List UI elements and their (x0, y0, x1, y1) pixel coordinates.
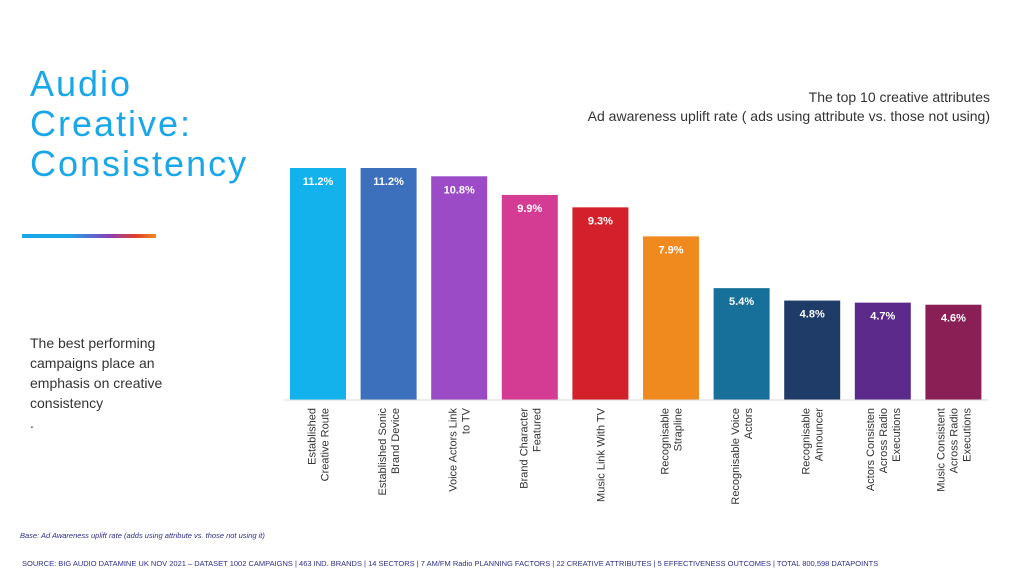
category-label-line: Strapline (673, 408, 685, 451)
chart-heading: The top 10 creative attributes Ad awaren… (588, 88, 990, 126)
category-label-line: Across Radio (948, 408, 960, 473)
category-label-line: Music Link With TV (595, 407, 607, 502)
data-label: 7.9% (658, 244, 683, 256)
category-label-line: Actors Consisten (865, 408, 877, 491)
base-note: Base: Ad Awareness uplift rate (adds usi… (20, 531, 265, 540)
body-text: The best performing campaigns place an e… (30, 333, 210, 433)
title-line: Consistency (30, 143, 249, 184)
category-label-line: Established (307, 408, 319, 465)
slide-title: Audio Creative: Consistency (30, 64, 290, 184)
data-label: 4.8% (800, 309, 825, 321)
category-label-line: Executions (961, 408, 973, 462)
bar (925, 304, 982, 400)
body-line: The best performing (30, 335, 156, 351)
category-label-line: Featured (531, 408, 543, 452)
bar (643, 236, 699, 400)
category-label-line: Recognisable Voice (730, 408, 742, 505)
data-label: 11.2% (303, 176, 334, 188)
chart-subtitle: Ad awareness uplift rate ( ads using att… (587, 108, 990, 124)
title-line: Creative: (30, 103, 193, 144)
bar (360, 168, 417, 400)
category-label-line: Creative Route (320, 408, 332, 481)
bar (784, 300, 841, 400)
data-label: 11.2% (373, 176, 404, 188)
body-line: . (30, 415, 34, 431)
category-label: Recognisable Announcer (801, 408, 826, 475)
category-label: Voice Actors Link to TV (448, 407, 473, 491)
category-label-line: Recognisable (801, 408, 813, 475)
body-line: campaigns place an (30, 355, 155, 371)
body-line: consistency (30, 395, 104, 411)
data-label: 9.9% (517, 203, 542, 215)
category-label-line: Announcer (814, 408, 826, 462)
category-label: Music Link With TV (595, 407, 607, 502)
accent-divider (22, 234, 156, 238)
bar (572, 207, 629, 400)
category-label: Recognisable Strapline (660, 408, 685, 475)
category-label-line: Established Sonic (377, 408, 389, 496)
category-label: Established Sonic Brand Device (377, 408, 402, 496)
data-label: 5.4% (729, 296, 754, 308)
bar (431, 176, 488, 400)
bar (854, 302, 911, 400)
category-label-line: Recognisable (660, 408, 672, 475)
bar (501, 194, 558, 400)
category-label: Brand Character Featured (518, 408, 543, 489)
data-label: 4.7% (870, 311, 895, 323)
category-label-line: Brand Character (518, 408, 530, 489)
bar (713, 288, 770, 400)
body-line: emphasis on creative (30, 375, 163, 391)
category-label-line: Music Consistent (935, 408, 947, 492)
chart-title: The top 10 creative attributes (808, 89, 990, 105)
bar (290, 168, 346, 400)
data-label: 9.3% (588, 215, 613, 227)
category-label-line: Executions (891, 408, 903, 462)
category-label: Actors Consisten Across Radio Executions (865, 408, 903, 492)
category-label-line: Voice Actors Link (448, 408, 460, 492)
category-label-line: Actors (743, 408, 755, 440)
category-label-line: Across Radio (878, 408, 890, 473)
data-label: 10.8% (444, 184, 475, 196)
data-label: 4.6% (941, 313, 966, 325)
title-line: Audio (30, 63, 133, 104)
source-note: SOURCE: BIG AUDIO DATAMINE UK NOV 2021 –… (22, 559, 879, 568)
category-label: Established Creative Route (307, 408, 332, 481)
category-label-line: Brand Device (390, 408, 402, 474)
category-label: Recognisable Voice Actors (730, 408, 755, 505)
category-label-line: to TV (461, 407, 473, 434)
category-label: Music Consistent Across Radio Executions (935, 408, 973, 492)
